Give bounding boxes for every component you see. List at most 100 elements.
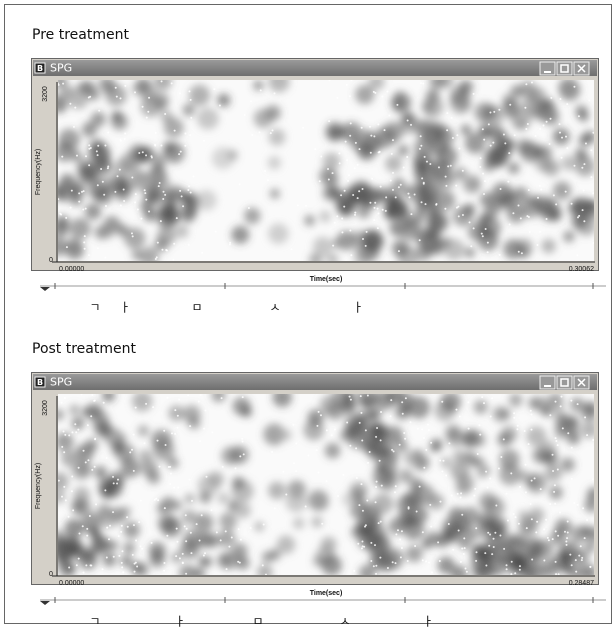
shade: [219, 512, 237, 531]
speckle: [140, 217, 143, 220]
speckle: [360, 126, 363, 129]
speckle: [518, 565, 521, 568]
speckle: [228, 243, 231, 246]
speckle: [202, 139, 205, 142]
speckle: [548, 142, 551, 145]
segment-label: ㅁ: [191, 301, 202, 315]
speckle: [273, 92, 276, 95]
window-button[interactable]: [556, 61, 573, 76]
speckle: [327, 178, 330, 181]
speckle: [341, 231, 344, 234]
speckle: [198, 539, 201, 542]
speckle: [60, 401, 63, 404]
speckle: [374, 501, 377, 504]
shade: [199, 532, 215, 549]
speckle: [61, 445, 64, 448]
speckle: [150, 155, 153, 158]
speckle: [156, 241, 159, 244]
shade: [401, 111, 416, 126]
speckle: [486, 251, 489, 254]
shade: [95, 187, 113, 205]
spectrogram: [58, 394, 594, 575]
speckle: [87, 459, 90, 462]
speckle: [368, 451, 371, 454]
speckle: [94, 438, 97, 441]
shade: [139, 246, 159, 261]
speckle: [86, 424, 89, 427]
speckle: [157, 499, 160, 502]
speckle: [457, 215, 460, 218]
speckle: [525, 83, 528, 86]
speckle: [409, 421, 412, 424]
speckle: [87, 96, 90, 99]
speckle: [516, 428, 519, 431]
speckle: [379, 185, 382, 188]
speckle: [141, 105, 144, 108]
speckle: [410, 213, 413, 216]
shade: [69, 218, 91, 239]
shade: [372, 466, 394, 488]
speckle: [564, 530, 567, 533]
speckle: [241, 437, 244, 440]
speckle: [74, 106, 77, 109]
shade: [526, 426, 547, 447]
shade: [372, 493, 394, 515]
speckle: [177, 486, 180, 489]
window-button[interactable]: [556, 375, 573, 390]
speckle: [592, 241, 594, 244]
shade: [179, 539, 200, 559]
shade: [58, 128, 81, 151]
speckle: [513, 416, 516, 419]
speckle: [170, 82, 173, 85]
window-button[interactable]: [539, 375, 556, 390]
speckle: [373, 206, 376, 209]
shade: [460, 506, 480, 526]
speckle: [259, 89, 262, 92]
speckle: [173, 129, 176, 132]
speckle: [584, 142, 587, 145]
speckle: [354, 211, 357, 214]
shade: [368, 408, 379, 420]
speckle: [178, 557, 181, 560]
speckle: [159, 220, 162, 223]
shade: [161, 516, 182, 538]
y-axis-label: Frequency(Hz): [35, 463, 42, 509]
shade: [234, 502, 251, 519]
speckle: [178, 92, 181, 95]
speckle: [370, 541, 373, 544]
shade: [454, 167, 468, 181]
window-title: SPG: [50, 376, 72, 389]
speckle: [508, 152, 511, 155]
speckle: [353, 569, 356, 572]
speckle: [389, 179, 392, 182]
speckle: [591, 478, 594, 481]
speckle: [247, 206, 250, 209]
speckle: [197, 400, 200, 403]
speckle: [171, 432, 174, 435]
speckle: [573, 164, 576, 167]
title-bar: [33, 60, 597, 76]
speckle: [446, 129, 449, 132]
segment-label: ㅅ: [339, 615, 350, 628]
speckle: [328, 120, 331, 123]
shade: [574, 156, 594, 177]
shade: [501, 99, 521, 118]
speckle: [526, 215, 529, 218]
speckle: [525, 128, 528, 131]
speckle: [202, 554, 205, 557]
shade: [106, 540, 119, 552]
speckle: [302, 126, 305, 129]
window-button[interactable]: [539, 61, 556, 76]
speckle: [564, 190, 567, 193]
speckle: [199, 394, 202, 397]
speckle: [554, 502, 557, 505]
shade: [397, 144, 409, 157]
speckle: [456, 134, 459, 137]
shade: [497, 139, 511, 153]
shade: [341, 492, 356, 507]
shade: [244, 207, 261, 225]
speckle: [176, 426, 179, 429]
speckle: [579, 545, 582, 548]
speckle: [258, 131, 261, 134]
speckle: [369, 125, 372, 128]
